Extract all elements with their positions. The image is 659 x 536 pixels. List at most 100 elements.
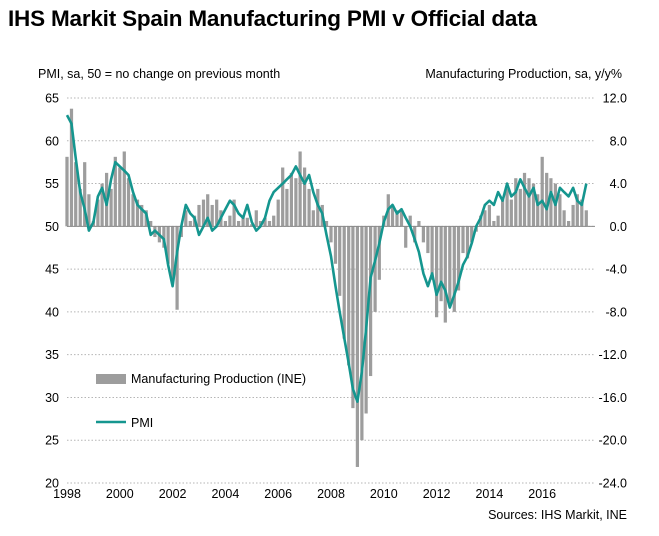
production-bar xyxy=(250,224,254,227)
production-bar xyxy=(69,108,74,227)
production-bar xyxy=(333,226,338,264)
production-bar xyxy=(430,226,434,280)
production-bar xyxy=(426,226,430,254)
left-axis-note: PMI, sa, 50 = no change on previous mont… xyxy=(38,67,281,81)
left-tick-label: 25 xyxy=(45,434,59,448)
production-bar xyxy=(228,215,232,227)
production-bar xyxy=(245,217,249,227)
production-bar xyxy=(465,226,470,259)
production-bar xyxy=(536,194,540,227)
right-tick-label: -12.0 xyxy=(599,348,628,362)
production-bar xyxy=(487,204,492,227)
production-bar xyxy=(399,210,404,227)
production-bar xyxy=(223,220,228,227)
x-tick-label: 2016 xyxy=(528,487,556,501)
production-bar xyxy=(74,162,78,227)
production-bar xyxy=(390,204,395,227)
production-bar xyxy=(162,226,166,248)
production-bar xyxy=(514,178,518,227)
production-bar xyxy=(368,226,373,377)
production-bar xyxy=(347,226,351,366)
production-bar xyxy=(562,210,566,227)
left-tick-label: 30 xyxy=(45,391,59,405)
right-tick-label: 12.0 xyxy=(603,92,627,106)
x-tick-label: 2008 xyxy=(317,487,345,501)
production-bar xyxy=(122,151,126,227)
production-bar xyxy=(100,183,104,227)
production-bar xyxy=(175,226,179,310)
right-tick-label: 4.0 xyxy=(610,177,627,191)
left-tick-label: 65 xyxy=(45,92,59,106)
production-bar xyxy=(452,226,456,312)
production-bar xyxy=(149,220,153,227)
production-bar xyxy=(184,210,188,227)
production-bars xyxy=(65,108,588,467)
production-bar xyxy=(360,226,364,441)
right-axis-ticks: 12.0 8.0 4.0 0.0 -4.0 -8.0 -12.0 -16.0 -20.0 -24.… xyxy=(599,92,628,491)
production-bar xyxy=(509,199,513,227)
production-bar xyxy=(294,178,298,227)
production-bar xyxy=(342,226,346,339)
right-tick-label: -4.0 xyxy=(605,263,627,277)
production-bar xyxy=(281,167,285,227)
left-tick-label: 40 xyxy=(45,305,59,319)
production-bar xyxy=(197,204,201,227)
production-bar xyxy=(522,172,527,227)
production-bar xyxy=(113,156,117,227)
right-tick-label: -16.0 xyxy=(599,391,628,405)
production-bar xyxy=(470,226,474,243)
production-bar xyxy=(170,226,175,280)
pmi-line xyxy=(65,114,588,403)
production-bar xyxy=(584,210,588,227)
x-tick-label: 2012 xyxy=(423,487,451,501)
production-bar xyxy=(254,210,258,227)
left-tick-label: 50 xyxy=(45,220,59,234)
production-bar xyxy=(78,188,82,227)
production-bar xyxy=(302,167,307,227)
legend-production-swatch xyxy=(96,374,126,384)
production-bar xyxy=(500,199,505,227)
production-bar xyxy=(527,178,531,227)
production-bar xyxy=(355,226,360,467)
production-bar xyxy=(496,215,500,227)
production-bar xyxy=(307,188,311,227)
production-bar xyxy=(404,226,408,248)
production-bar xyxy=(448,226,452,307)
production-bar xyxy=(417,220,421,227)
right-tick-label: -20.0 xyxy=(599,434,628,448)
x-tick-label: 2014 xyxy=(475,487,503,501)
x-axis-ticks: 1998 2000 2002 2004 2006 2008 2010 2012 2014 2016 xyxy=(53,487,556,501)
right-tick-label: -8.0 xyxy=(605,305,627,319)
production-bar xyxy=(206,194,210,227)
production-bar xyxy=(413,226,417,243)
production-bar xyxy=(126,178,131,227)
production-bar xyxy=(298,151,302,227)
left-tick-label: 60 xyxy=(45,134,59,148)
production-bar xyxy=(210,204,214,227)
x-tick-label: 2000 xyxy=(106,487,134,501)
legend-production-label: Manufacturing Production (INE) xyxy=(131,372,306,386)
source-note: Sources: IHS Markit, INE xyxy=(488,508,627,522)
production-bar xyxy=(558,194,562,227)
left-axis-ticks: 65 60 55 50 45 40 35 30 25 20 xyxy=(45,92,59,491)
chart-title: IHS Markit Spain Manufacturing PMI v Off… xyxy=(8,6,537,31)
production-bar xyxy=(338,226,342,296)
production-bar xyxy=(324,220,329,227)
production-bar xyxy=(140,204,144,227)
production-bar xyxy=(505,188,509,227)
production-bar xyxy=(461,226,465,254)
production-bar xyxy=(571,204,575,227)
production-bar xyxy=(83,162,87,227)
production-bar xyxy=(545,172,549,227)
production-bar xyxy=(483,210,487,227)
production-bar xyxy=(135,199,140,227)
right-tick-label: -24.0 xyxy=(599,477,628,491)
production-bar xyxy=(549,178,553,227)
production-bar xyxy=(566,220,571,227)
x-tick-label: 2010 xyxy=(370,487,398,501)
left-tick-label: 20 xyxy=(45,477,59,491)
production-bar xyxy=(289,172,294,227)
production-bar xyxy=(580,199,584,227)
production-bar xyxy=(531,183,536,227)
